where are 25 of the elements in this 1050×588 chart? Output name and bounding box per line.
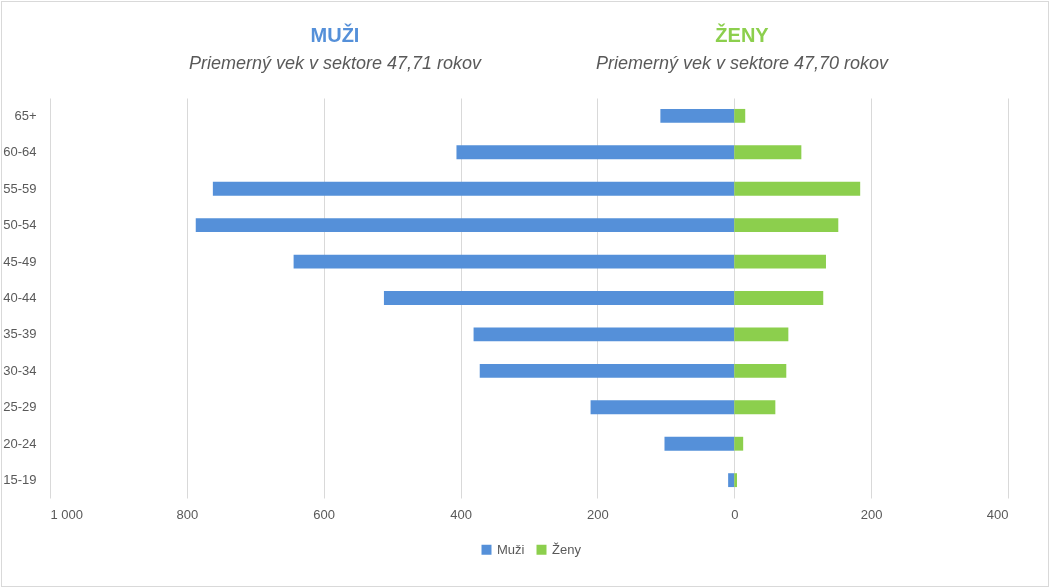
legend-label: Ženy [552,541,582,557]
y-tick-label: 55-59 [3,180,37,196]
text: ŽENY [714,24,770,47]
text: MUŽI [309,24,361,47]
x-tick-label: 1 000 [50,506,84,522]
x-tick-label: 400 [986,506,1009,522]
x-tick-label: 600 [313,506,336,522]
x-tick-label: 200 [860,506,883,522]
y-tick-label: 40-44 [3,290,37,305]
y-tick-label: 50-54 [3,217,37,233]
legend-label: Muži [497,541,525,557]
y-tick-label: 35-39 [3,326,37,342]
y-tick-label: 45-49 [3,253,37,269]
y-tick-label: 60-64 [3,144,37,160]
x-tick-label: 200 [587,506,609,522]
y-tick-label: 20-24 [3,435,37,451]
y-tick-label: 65+ [14,107,37,123]
x-tick-label: 0 [731,506,739,522]
x-tick-label: 800 [176,506,199,522]
y-tick-label: 25-29 [3,399,37,415]
text: Priemerný vek v sektore 47,71 rokov [187,53,483,74]
text: Priemerný vek v sektore 47,70 rokov [594,53,890,74]
y-tick-label: 15-19 [3,472,37,488]
y-tick-label: 30-34 [3,362,37,378]
x-tick-label: 400 [450,506,472,522]
